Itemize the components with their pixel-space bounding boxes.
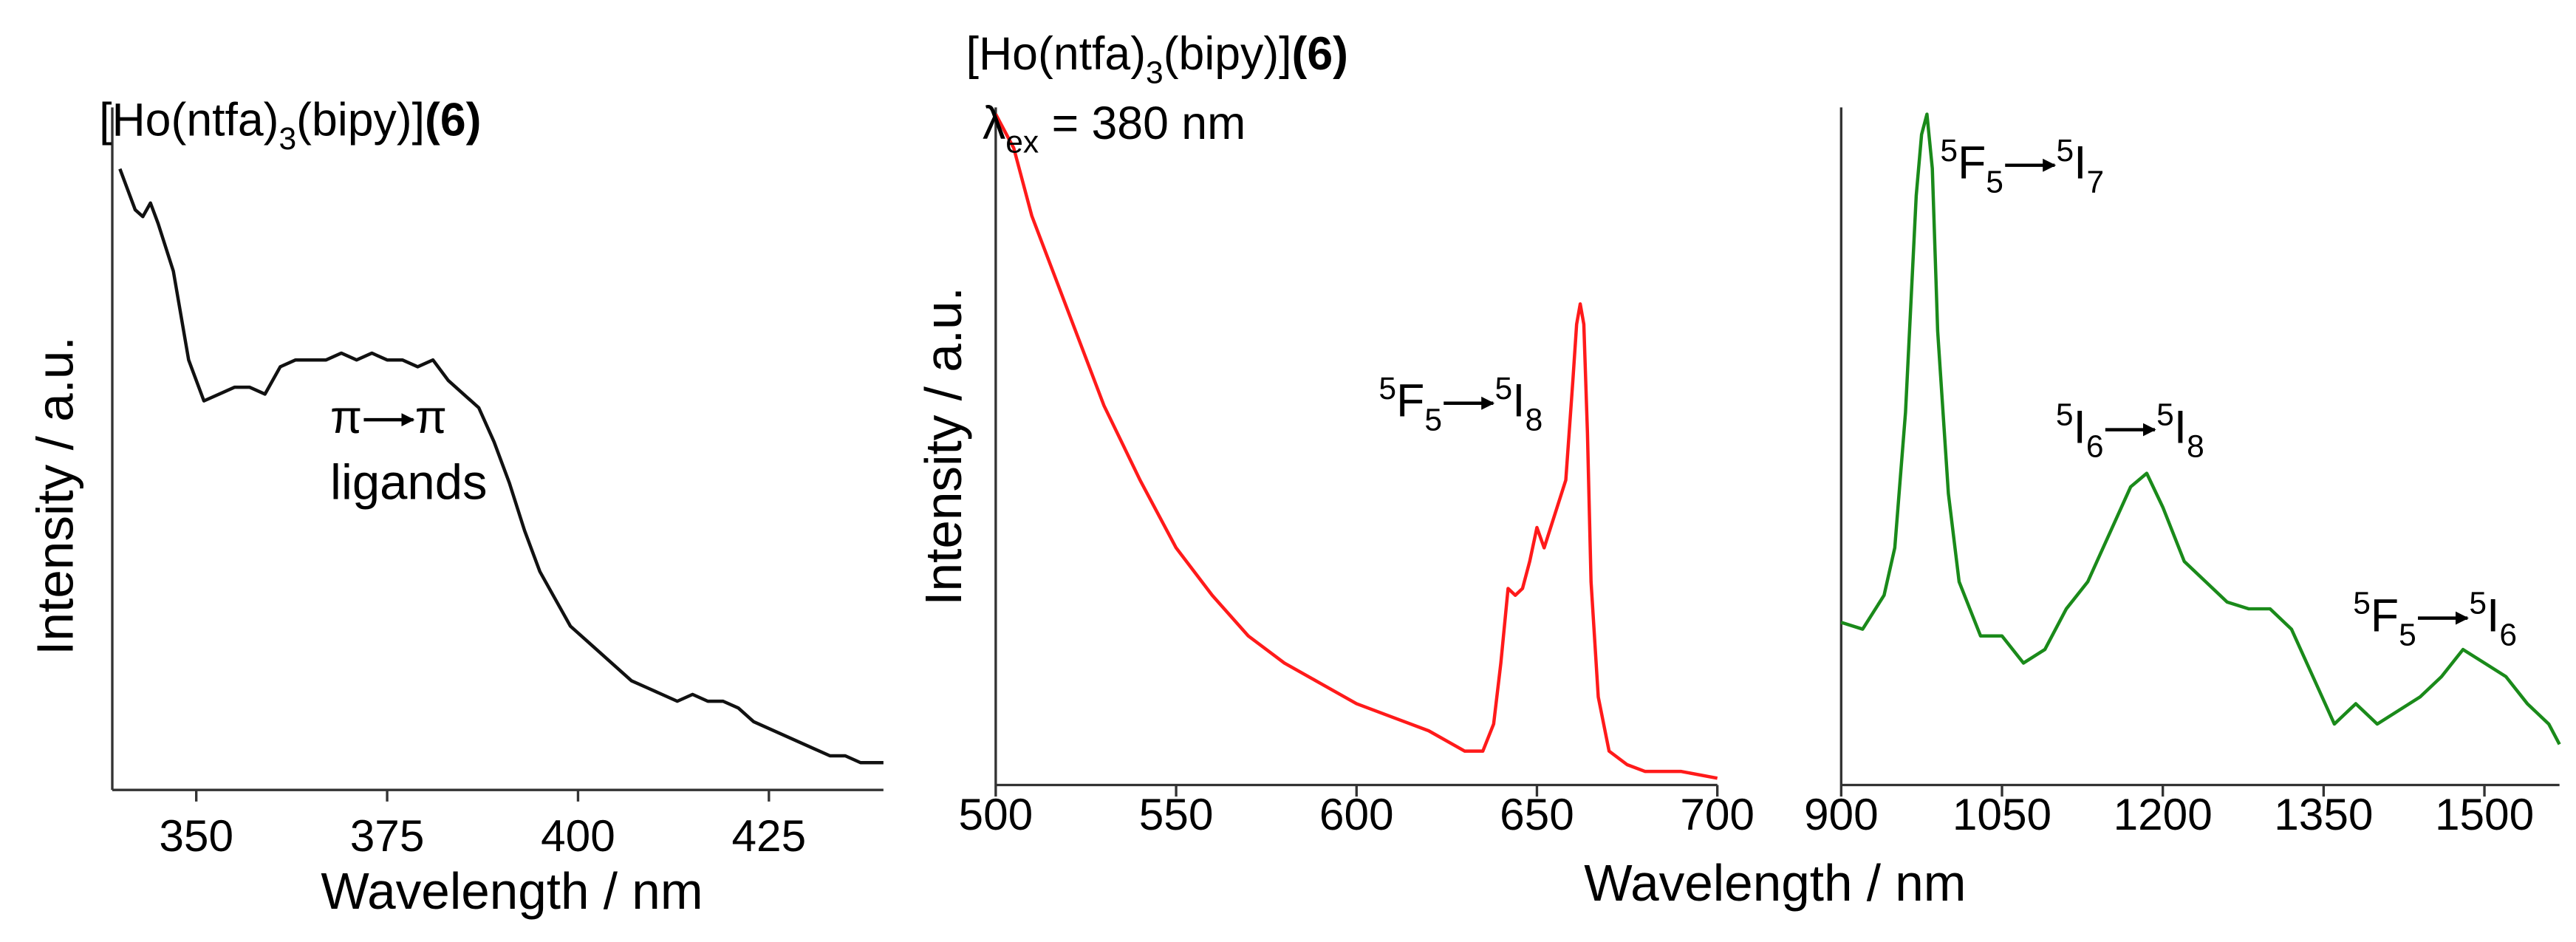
annotation: 5I7 bbox=[2057, 133, 2105, 200]
chart-title-part: [Ho(ntfa) bbox=[966, 28, 1146, 80]
chart-title-part: 3 bbox=[279, 121, 297, 157]
x-tick-label: 650 bbox=[1500, 789, 1574, 839]
x-axis-label: Wavelength / nm bbox=[1584, 854, 1966, 912]
x-tick-label: 400 bbox=[541, 810, 615, 861]
annotation: 5F5 bbox=[1378, 371, 1442, 438]
annotation-part: I bbox=[2487, 590, 2499, 641]
annotation-part: 6 bbox=[2086, 429, 2104, 464]
x-tick-label: 600 bbox=[1319, 789, 1394, 839]
annotation-part: 5 bbox=[2353, 586, 2371, 621]
chart-title: [Ho(ntfa)3(bipy)](6) bbox=[966, 28, 1348, 91]
annotation: ligands bbox=[330, 455, 488, 511]
chart-title-part: (bipy)] bbox=[1164, 28, 1292, 80]
annotation: π bbox=[415, 392, 447, 443]
annotation: π bbox=[330, 392, 362, 443]
annotation-part: 5 bbox=[2156, 397, 2174, 433]
x-tick-label: 1350 bbox=[2274, 789, 2373, 839]
y-axis-label: Intensity / a.u. bbox=[26, 336, 83, 655]
annotation: 5I8 bbox=[1495, 371, 1543, 438]
chart-title: [Ho(ntfa)3(bipy)](6) bbox=[99, 94, 481, 157]
x-tick-label: 1500 bbox=[2435, 789, 2534, 839]
x-axis-label: Wavelength / nm bbox=[321, 862, 703, 920]
x-tick-label: 550 bbox=[1139, 789, 1214, 839]
annotation-part: I bbox=[2174, 401, 2187, 453]
annotation-part: 6 bbox=[2499, 617, 2517, 652]
annotation-part: F bbox=[1958, 137, 1986, 189]
y-axis-label: Intensity / a.u. bbox=[915, 287, 972, 606]
chart-title-part: (6) bbox=[425, 94, 481, 146]
annotation-part: 5 bbox=[2399, 617, 2416, 652]
x-tick-label: 700 bbox=[1680, 789, 1755, 839]
annotation-part: F bbox=[2371, 590, 2399, 641]
excitation-label-part: ex bbox=[1005, 125, 1039, 160]
annotation-part: 5 bbox=[2056, 397, 2074, 433]
chart-title-part: 3 bbox=[1146, 55, 1164, 91]
annotation-part: π bbox=[330, 392, 362, 443]
annotation: 5I6 bbox=[2469, 586, 2517, 653]
annotation-part: 5 bbox=[1495, 371, 1513, 406]
spectrum-line bbox=[118, 168, 884, 765]
annotation-part: π bbox=[415, 392, 447, 443]
x-tick-label: 500 bbox=[959, 789, 1034, 839]
x-tick-label: 425 bbox=[731, 810, 806, 861]
annotation: 5F5 bbox=[2353, 586, 2416, 653]
annotation: 5I8 bbox=[2156, 397, 2204, 465]
excitation-label-part: λ bbox=[983, 98, 1005, 149]
x-tick-label: 1200 bbox=[2114, 789, 2213, 839]
annotation-part: F bbox=[1396, 375, 1424, 427]
spectrum-line bbox=[1840, 112, 2561, 745]
x-tick-label: 350 bbox=[159, 810, 233, 861]
x-tick-label: 1050 bbox=[1953, 789, 2051, 839]
annotation: 5F5 bbox=[1940, 133, 2003, 200]
annotation-part: 5 bbox=[2057, 133, 2074, 168]
annotation-part: 8 bbox=[1526, 402, 1543, 437]
annotation-part: 5 bbox=[1424, 402, 1442, 437]
annotation-part: 5 bbox=[1986, 164, 2003, 199]
x-tick-label: 375 bbox=[350, 810, 425, 861]
annotation-part: I bbox=[2074, 137, 2086, 189]
spectrum-line bbox=[994, 113, 1718, 780]
annotation-part: 8 bbox=[2187, 429, 2204, 464]
annotation-part: 7 bbox=[2087, 164, 2105, 199]
annotation-part: 5 bbox=[1940, 133, 1958, 168]
annotation-part: I bbox=[2074, 401, 2086, 453]
excitation-label-part: = 380 nm bbox=[1039, 98, 1246, 149]
chart-title-part: [Ho(ntfa) bbox=[99, 94, 279, 146]
chart-title-part: (6) bbox=[1292, 28, 1348, 80]
x-tick-label: 900 bbox=[1804, 789, 1879, 839]
excitation-label: λex = 380 nm bbox=[983, 98, 1246, 160]
chart-title-part: (bipy)] bbox=[296, 94, 425, 146]
annotation: 5I6 bbox=[2056, 397, 2104, 465]
annotation-part: 5 bbox=[2469, 586, 2487, 621]
annotation-part: I bbox=[1512, 375, 1525, 427]
annotation-part: 5 bbox=[1378, 371, 1396, 406]
